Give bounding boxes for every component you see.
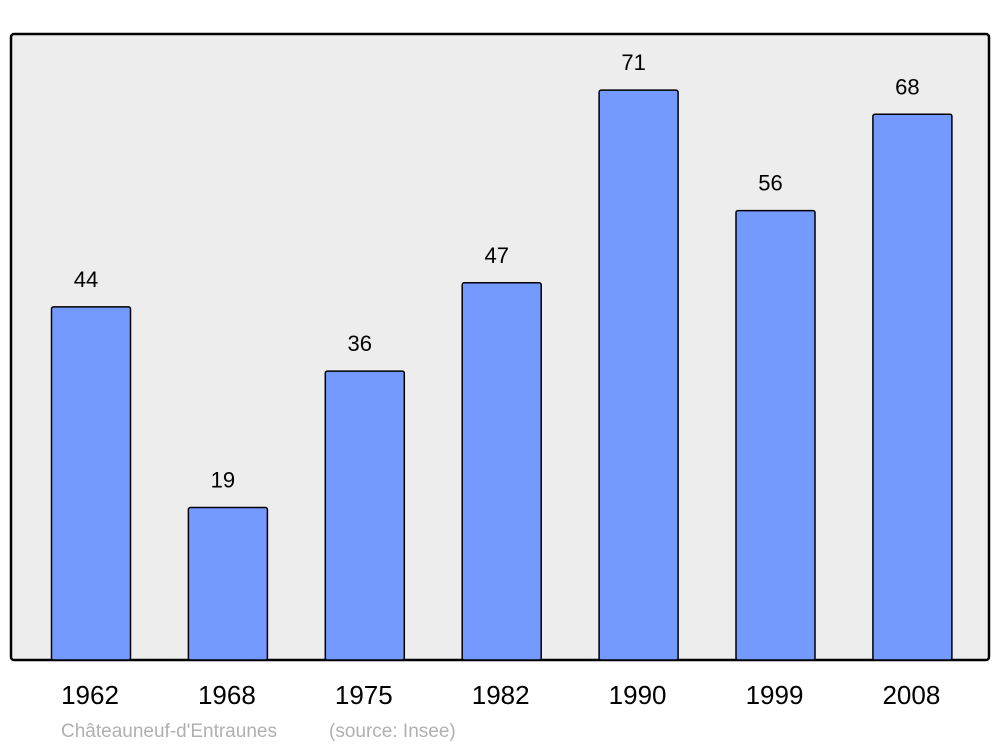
data-label-2008: 68 [895,74,919,99]
data-label-1999: 56 [758,171,782,196]
x-tick-label-1962: 1962 [61,680,119,710]
bar-2008 [872,113,953,661]
caption-place: Châteauneuf-d'Entraunes [61,721,277,742]
bar-1999 [735,209,816,661]
data-label-1975: 36 [348,331,372,356]
x-tick-label-1982: 1982 [472,680,530,710]
bar-1975 [324,370,406,661]
x-tick-label-2008: 2008 [882,680,940,710]
x-tick-label-1990: 1990 [609,680,667,710]
data-label-1968: 19 [211,468,235,493]
bar-1990 [598,89,679,661]
bar-1962 [50,306,132,661]
x-tick-label-1968: 1968 [198,680,256,710]
caption-source: (source: Insee) [329,721,456,742]
bar-1982 [461,282,542,661]
data-label-1982: 47 [484,243,508,268]
bar-1968 [187,506,269,661]
x-tick-label-1999: 1999 [746,680,804,710]
x-tick-label-1975: 1975 [335,680,393,710]
data-label-1990: 71 [621,50,645,75]
data-label-1962: 44 [74,267,98,292]
